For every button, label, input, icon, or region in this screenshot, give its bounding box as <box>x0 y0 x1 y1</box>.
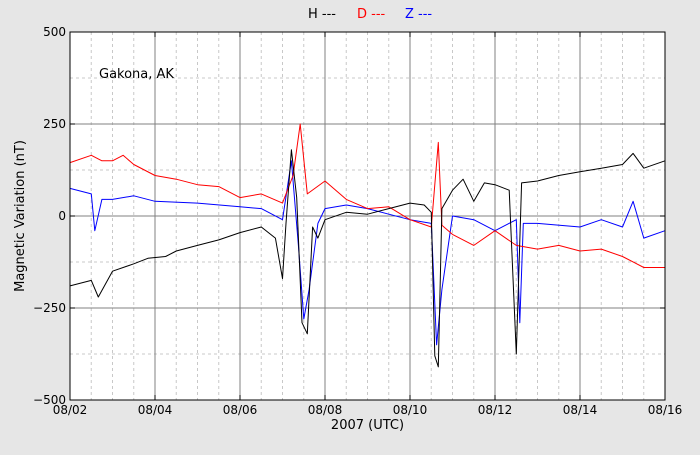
y-tick-label: 500 <box>43 25 66 39</box>
minor-grid <box>70 32 665 400</box>
series-line-h <box>69 149 666 368</box>
series-line-d <box>69 123 665 268</box>
x-tick-label: 08/04 <box>138 403 173 417</box>
y-tick-label: 0 <box>58 209 66 223</box>
y-tick-label: 250 <box>43 117 66 131</box>
x-tick-label: 08/02 <box>53 403 88 417</box>
y-axis-label: Magnetic Variation (nT) <box>13 140 28 292</box>
legend-d: D --- <box>357 7 386 22</box>
station-annotation: Gakona, AK <box>99 67 174 82</box>
x-tick-label: 08/06 <box>223 403 258 417</box>
legend-h: H --- <box>308 7 336 22</box>
axis-ticks <box>69 31 666 401</box>
y-tick-label: −500 <box>33 393 66 407</box>
x-tick-label: 08/08 <box>308 403 343 417</box>
major-grid <box>70 32 665 400</box>
legend-z: Z --- <box>405 7 432 22</box>
x-tick-label: 08/12 <box>478 403 513 417</box>
series-layer <box>69 123 666 368</box>
x-axis-label: 2007 (UTC) <box>331 418 404 433</box>
x-tick-label: 08/16 <box>648 403 683 417</box>
y-tick-label: −250 <box>33 301 66 315</box>
y-tick-labels: 500 250 0 −250 −500 <box>33 25 66 407</box>
x-tick-labels: 08/02 08/04 08/06 08/08 08/10 08/12 08/14 08/16 <box>53 403 683 417</box>
x-tick-label: 08/10 <box>393 403 428 417</box>
x-tick-label: 08/14 <box>563 403 598 417</box>
